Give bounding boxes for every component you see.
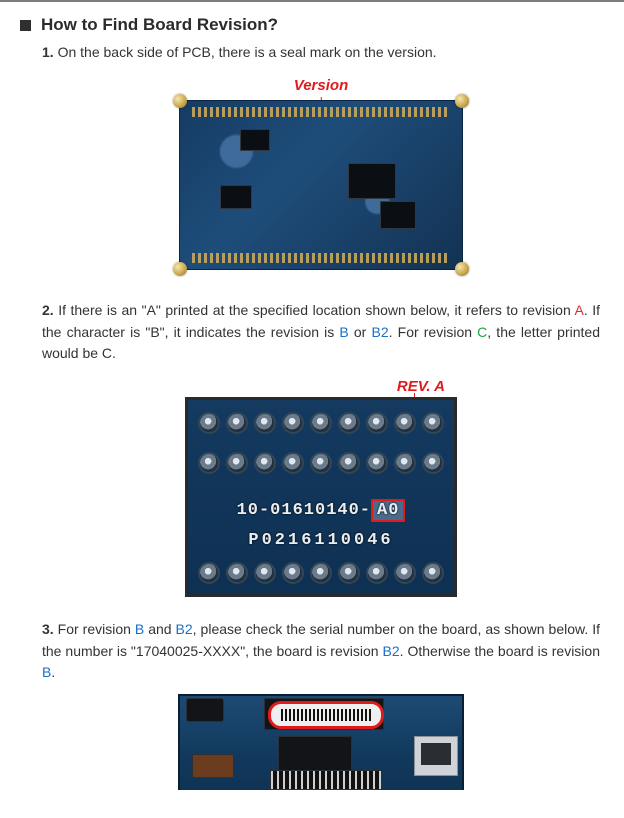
- via-row: [188, 452, 454, 474]
- rev-b2-label: B2: [371, 324, 388, 340]
- rev-b2-label: B2: [383, 643, 400, 659]
- via-icon: [422, 562, 444, 584]
- step-3-post: . Otherwise the board is revision: [400, 643, 600, 659]
- via-icon: [366, 452, 388, 474]
- step-3-end: .: [51, 664, 55, 680]
- rev-b-label: B: [42, 664, 51, 680]
- rev-b2-label: B2: [176, 621, 193, 637]
- standoff-icon: [173, 94, 187, 108]
- step-3-text: 3. For revision B and B2, please check t…: [42, 619, 600, 684]
- via-icon: [226, 562, 248, 584]
- standoff-icon: [455, 94, 469, 108]
- step-2-or: or: [349, 324, 372, 340]
- rev-a-callout-label: REV. A: [397, 375, 445, 398]
- via-icon: [254, 412, 276, 434]
- chip-icon: [240, 129, 270, 151]
- figure-3: [42, 694, 600, 790]
- ethernet-port-icon: [414, 736, 458, 776]
- rev-b-label: B: [339, 324, 348, 340]
- via-row: [188, 412, 454, 434]
- via-icon: [198, 562, 220, 584]
- via-icon: [338, 452, 360, 474]
- via-icon: [422, 412, 444, 434]
- via-icon: [366, 562, 388, 584]
- square-bullet-icon: [20, 20, 31, 31]
- silkscreen-row-1: 10-01610140-A0: [188, 498, 454, 524]
- silkscreen-part-number: 10-01610140-: [237, 501, 371, 520]
- via-icon: [394, 412, 416, 434]
- rev-c-label: C: [477, 324, 487, 340]
- via-icon: [282, 412, 304, 434]
- silkscreen-rev-box: A0: [371, 499, 405, 522]
- pcb-top-image: [178, 694, 464, 790]
- chip-icon: [348, 163, 396, 199]
- connector-header-icon: [270, 770, 382, 790]
- via-icon: [310, 562, 332, 584]
- step-2-pre: If there is an "A" printed at the specif…: [58, 302, 574, 318]
- via-icon: [226, 412, 248, 434]
- chip-icon: [220, 185, 252, 209]
- via-icon: [254, 452, 276, 474]
- via-icon: [366, 412, 388, 434]
- rev-a-callout: REV. A: [397, 375, 445, 398]
- pcb-closeup-image: 10-01610140-A0 P0216110046: [185, 397, 457, 597]
- silkscreen-row-2: P0216110046: [188, 528, 454, 554]
- pcb-back-image: Version: [171, 92, 471, 278]
- step-3-pre: For revision: [58, 621, 135, 637]
- via-icon: [394, 452, 416, 474]
- via-icon: [226, 452, 248, 474]
- version-callout-label: Version: [294, 74, 348, 97]
- component-icon: [192, 754, 234, 778]
- via-icon: [282, 452, 304, 474]
- via-icon: [198, 452, 220, 474]
- serial-number-highlight: [268, 701, 384, 729]
- via-icon: [338, 412, 360, 434]
- connector-icon: [186, 698, 224, 722]
- barcode-icon: [281, 709, 371, 721]
- standoff-icon: [455, 262, 469, 276]
- heading-row: How to Find Board Revision?: [20, 12, 604, 38]
- via-icon: [310, 452, 332, 474]
- rev-b-label: B: [135, 621, 144, 637]
- via-icon: [310, 412, 332, 434]
- step-2-mid2: . For revision: [389, 324, 478, 340]
- via-icon: [254, 562, 276, 584]
- step-2-number: 2.: [42, 302, 54, 318]
- step-3-number: 3.: [42, 621, 54, 637]
- step-2-text: 2. If there is an "A" printed at the spe…: [42, 300, 600, 365]
- step-1-body: On the back side of PCB, there is a seal…: [58, 44, 437, 60]
- pcb-board: [179, 100, 463, 270]
- via-icon: [282, 562, 304, 584]
- step-1-number: 1.: [42, 44, 54, 60]
- step-3-and: and: [144, 621, 175, 637]
- via-icon: [422, 452, 444, 474]
- via-row: [188, 562, 454, 584]
- figure-1: Version: [42, 74, 600, 278]
- page: How to Find Board Revision? 1. On the ba…: [0, 0, 624, 790]
- page-heading: How to Find Board Revision?: [41, 12, 278, 38]
- via-icon: [198, 412, 220, 434]
- via-icon: [338, 562, 360, 584]
- step-1-text: 1. On the back side of PCB, there is a s…: [42, 42, 600, 64]
- standoff-icon: [173, 262, 187, 276]
- chip-icon: [380, 201, 416, 229]
- rev-a-label: A: [574, 302, 583, 318]
- via-icon: [394, 562, 416, 584]
- figure-2: REV. A 10-01610140-A0 P0216110046: [42, 375, 600, 597]
- body: 1. On the back side of PCB, there is a s…: [20, 42, 604, 790]
